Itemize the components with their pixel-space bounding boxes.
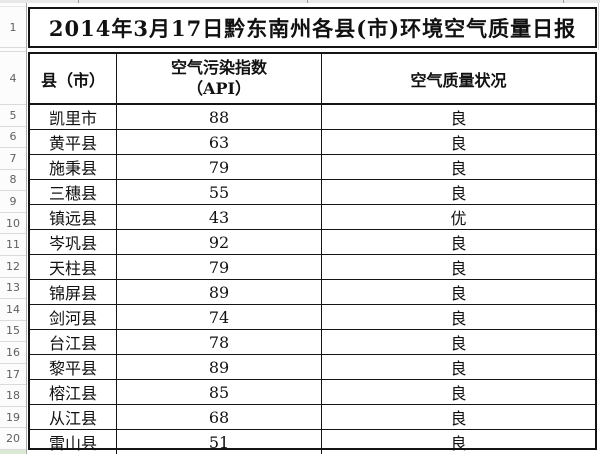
- table-row: 榕江县 85 良: [30, 380, 595, 405]
- api-cell[interactable]: 79: [117, 155, 322, 179]
- county-cell[interactable]: 锦屏县: [30, 280, 117, 304]
- table-row: 雷山县 51 良: [30, 430, 595, 454]
- status-cell[interactable]: 优: [450, 209, 467, 228]
- table-row: 剑河县 74 良: [30, 305, 595, 330]
- table-header-row: 县（市） 空气污染指数 （API） 空气质量状况: [30, 54, 595, 105]
- table-row: 黎平县 89 良: [30, 355, 595, 380]
- table-row: 岑巩县 92 良: [30, 230, 595, 255]
- county-cell[interactable]: 镇远县: [30, 205, 117, 229]
- api-cell[interactable]: 89: [117, 355, 322, 379]
- header-api-line1: 空气污染指数: [170, 57, 267, 77]
- county-cell[interactable]: 从江县: [30, 405, 117, 429]
- api-cell[interactable]: 79: [117, 255, 322, 279]
- county-cell[interactable]: 台江县: [30, 330, 117, 354]
- gutter-hidden-rows: [0, 48, 26, 52]
- row-number-1[interactable]: 1: [0, 7, 26, 48]
- status-cell[interactable]: 良: [450, 234, 467, 253]
- status-cell[interactable]: 良: [450, 109, 467, 128]
- row-number-16[interactable]: 16: [0, 342, 26, 364]
- table-row: 施秉县 79 良: [30, 155, 595, 180]
- county-cell[interactable]: 黄平县: [30, 130, 117, 154]
- status-cell[interactable]: 良: [450, 284, 467, 303]
- row-number-13[interactable]: 13: [0, 278, 26, 300]
- row-number-12[interactable]: 12: [0, 256, 26, 278]
- api-cell[interactable]: 51: [117, 430, 322, 454]
- row-number-4[interactable]: 4: [0, 52, 26, 105]
- table-row: 凯里市 88 良: [30, 105, 595, 130]
- api-cell[interactable]: 88: [117, 105, 322, 129]
- row-number-20[interactable]: 20: [0, 428, 26, 450]
- row-number-9[interactable]: 9: [0, 191, 26, 213]
- api-cell[interactable]: 78: [117, 330, 322, 354]
- api-cell[interactable]: 68: [117, 405, 322, 429]
- partial-row-top-band: [0, 0, 600, 3]
- status-cell[interactable]: 良: [450, 159, 467, 178]
- county-cell[interactable]: 雷山县: [30, 430, 117, 454]
- api-cell[interactable]: 43: [117, 205, 322, 229]
- table-row: 从江县 68 良: [30, 405, 595, 430]
- api-cell[interactable]: 92: [117, 230, 322, 254]
- county-cell[interactable]: 凯里市: [30, 105, 117, 129]
- table-row: 镇远县 43 优: [30, 205, 595, 230]
- county-cell[interactable]: 岑巩县: [30, 230, 117, 254]
- gutter-bottom-tint: [0, 450, 26, 454]
- status-cell[interactable]: 良: [450, 434, 467, 453]
- header-status[interactable]: 空气质量状况: [410, 70, 507, 90]
- table-row: 台江县 78 良: [30, 330, 595, 355]
- api-cell[interactable]: 74: [117, 305, 322, 329]
- header-api[interactable]: 空气污染指数 （API）: [117, 54, 322, 103]
- status-cell[interactable]: 良: [450, 184, 467, 203]
- row-number-6[interactable]: 6: [0, 127, 26, 149]
- status-cell[interactable]: 良: [450, 309, 467, 328]
- report-title-cell[interactable]: 2014年3月17日黔东南州各县(市)环境空气质量日报: [28, 7, 597, 48]
- gutter-spacer: [0, 3, 26, 7]
- status-cell[interactable]: 良: [450, 334, 467, 353]
- county-cell[interactable]: 施秉县: [30, 155, 117, 179]
- table-row: 天柱县 79 良: [30, 255, 595, 280]
- row-number-7[interactable]: 7: [0, 148, 26, 170]
- county-cell[interactable]: 剑河县: [30, 305, 117, 329]
- county-cell[interactable]: 黎平县: [30, 355, 117, 379]
- header-api-line2: （API）: [187, 78, 251, 98]
- status-cell[interactable]: 良: [450, 134, 467, 153]
- status-cell[interactable]: 良: [450, 409, 467, 428]
- header-county[interactable]: 县（市）: [30, 54, 117, 103]
- county-cell[interactable]: 三穗县: [30, 180, 117, 204]
- row-number-17[interactable]: 17: [0, 364, 26, 386]
- row-number-10[interactable]: 10: [0, 213, 26, 235]
- column-gridline-tick: [307, 0, 308, 3]
- air-quality-table: 县（市） 空气污染指数 （API） 空气质量状况 凯里市 88 良 黄平县 63…: [28, 52, 597, 454]
- county-cell[interactable]: 榕江县: [30, 380, 117, 404]
- sheet-gridline-right: [598, 3, 599, 50]
- column-gridline-tick: [563, 0, 564, 3]
- api-cell[interactable]: 85: [117, 380, 322, 404]
- row-number-18[interactable]: 18: [0, 385, 26, 407]
- status-cell[interactable]: 良: [450, 384, 467, 403]
- row-number-5[interactable]: 5: [0, 105, 26, 127]
- status-cell[interactable]: 良: [450, 359, 467, 378]
- column-gridline-tick: [78, 0, 79, 3]
- county-cell[interactable]: 天柱县: [30, 255, 117, 279]
- row-number-19[interactable]: 19: [0, 407, 26, 429]
- table-row: 三穗县 55 良: [30, 180, 595, 205]
- status-cell[interactable]: 良: [450, 259, 467, 278]
- row-number-15[interactable]: 15: [0, 321, 26, 343]
- table-row: 锦屏县 89 良: [30, 280, 595, 305]
- row-number-8[interactable]: 8: [0, 170, 26, 192]
- row-number-11[interactable]: 11: [0, 234, 26, 256]
- api-cell[interactable]: 89: [117, 280, 322, 304]
- table-row: 黄平县 63 良: [30, 130, 595, 155]
- api-cell[interactable]: 55: [117, 180, 322, 204]
- api-cell[interactable]: 63: [117, 130, 322, 154]
- row-number-gutter: 1 4 5 6 7 8 9 10 11 12 13 14 15 16 17 18…: [0, 3, 27, 454]
- row-number-14[interactable]: 14: [0, 299, 26, 321]
